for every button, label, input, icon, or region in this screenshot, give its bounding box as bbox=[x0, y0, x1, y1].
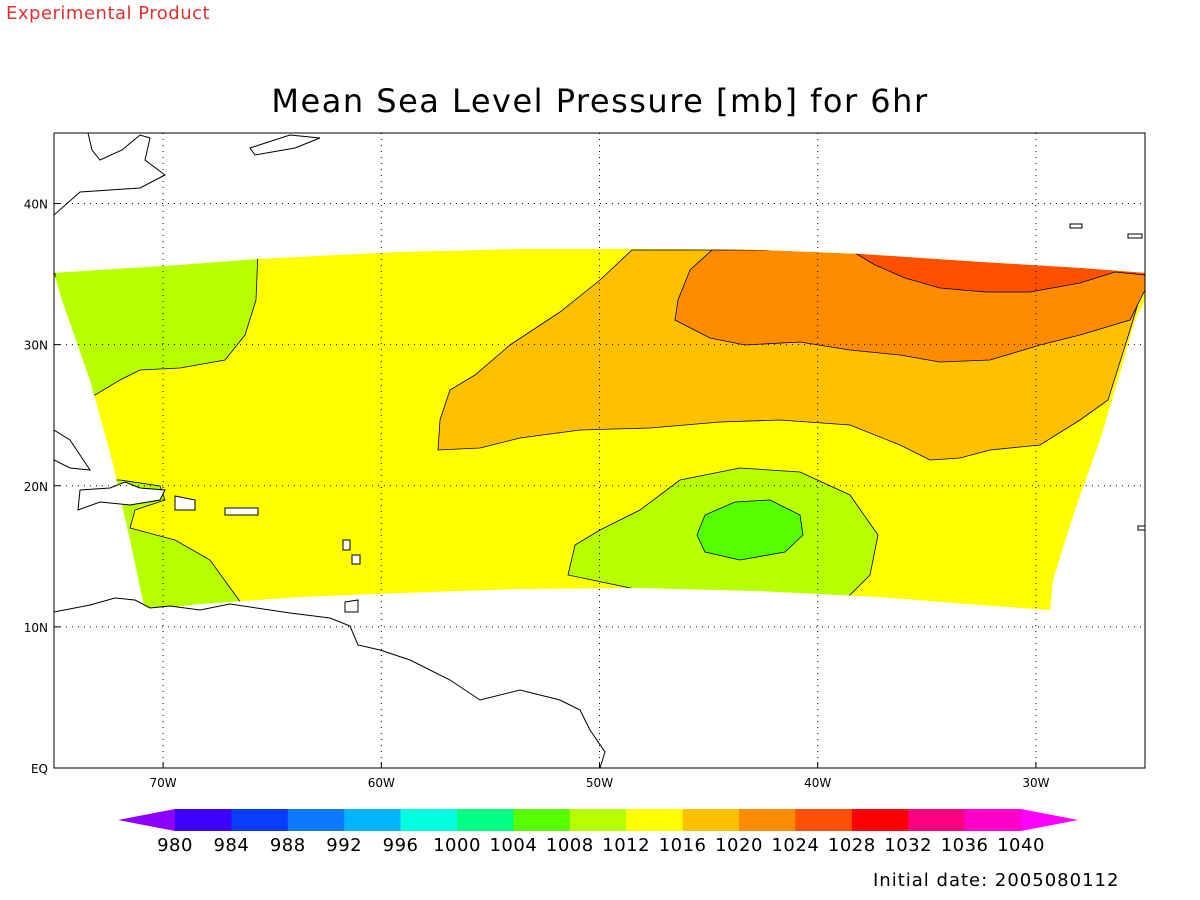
latitude-label: 40N bbox=[24, 198, 48, 212]
small-east-island bbox=[1137, 525, 1145, 531]
colorbar-label: 1016 bbox=[659, 835, 707, 856]
longitude-label: 60W bbox=[368, 776, 395, 790]
colorbar-label: 1020 bbox=[715, 835, 763, 856]
colorbar-label: 984 bbox=[213, 835, 249, 856]
colorbar-label: 1000 bbox=[433, 835, 481, 856]
canada-coast bbox=[249, 134, 321, 156]
colorbar-segment bbox=[513, 809, 571, 831]
colorbar-segment bbox=[739, 809, 796, 831]
azores-1 bbox=[1069, 223, 1083, 229]
colorbar-segment bbox=[400, 809, 458, 831]
colorbar-label: 1008 bbox=[546, 835, 594, 856]
experimental-product-label: Experimental Product bbox=[6, 3, 211, 24]
cuba-west bbox=[54, 429, 92, 471]
latitude-label: 20N bbox=[24, 480, 48, 494]
colorbar-segment bbox=[964, 809, 1022, 831]
colorbar-segment bbox=[908, 809, 966, 831]
colorbar-label: 1024 bbox=[771, 835, 819, 856]
puerto-rico bbox=[224, 507, 259, 516]
colorbar-segment bbox=[457, 809, 514, 831]
colorbar-segment bbox=[851, 809, 909, 831]
longitude-label: 40W bbox=[804, 776, 831, 790]
colorbar-label: 1012 bbox=[602, 835, 650, 856]
colorbar-segment bbox=[344, 809, 402, 831]
coastlines bbox=[54, 133, 1145, 768]
small-island-1 bbox=[342, 539, 351, 551]
latitude-label: 30N bbox=[24, 339, 48, 353]
colorbar-segment bbox=[231, 809, 289, 831]
colorbar-label: 1040 bbox=[997, 835, 1045, 856]
field-1004-1008-core bbox=[696, 499, 804, 561]
initial-date-label: Initial date: 2005080112 bbox=[873, 870, 1120, 891]
longitude-label: 70W bbox=[150, 776, 177, 790]
latitude-label: EQ bbox=[31, 762, 48, 776]
colorbar-segment bbox=[175, 809, 232, 831]
latitude-label: 10N bbox=[24, 621, 48, 635]
greater-antilles bbox=[77, 481, 166, 511]
pressure-field bbox=[54, 249, 1145, 610]
colorbar-label: 1036 bbox=[941, 835, 989, 856]
map-title: Mean Sea Level Pressure [mb] for 6hr bbox=[271, 82, 929, 120]
colorbar-segment bbox=[682, 809, 740, 831]
trinidad bbox=[344, 599, 359, 613]
colorbar-low-triangle bbox=[118, 809, 175, 831]
longitude-labels: 70W 60W 50W 40W 30W bbox=[150, 762, 1050, 790]
longitude-label: 30W bbox=[1022, 776, 1049, 790]
latitude-labels: EQ 10N 20N 30N 40N bbox=[24, 198, 60, 776]
colorbar-label: 1032 bbox=[884, 835, 932, 856]
longitude-label: 50W bbox=[586, 776, 613, 790]
colorbar-segment bbox=[795, 809, 853, 831]
colorbar-high-triangle bbox=[1021, 809, 1078, 831]
azores-2 bbox=[1127, 233, 1143, 239]
colorbar-label: 980 bbox=[157, 835, 193, 856]
colorbar-label: 988 bbox=[270, 835, 306, 856]
colorbar-segment bbox=[287, 809, 345, 831]
colorbar-label: 1028 bbox=[828, 835, 876, 856]
south-america-coast bbox=[54, 597, 606, 768]
colorbar: 980 984 988 992 996 1000 1004 1008 1012 1016 1020 1… bbox=[118, 809, 1078, 856]
hispaniola bbox=[174, 495, 196, 511]
colorbar-label: 992 bbox=[326, 835, 362, 856]
small-island-2 bbox=[351, 554, 361, 565]
colorbar-segment bbox=[626, 809, 684, 831]
colorbar-segment bbox=[569, 809, 627, 831]
colorbar-label: 996 bbox=[383, 835, 419, 856]
colorbar-label: 1004 bbox=[489, 835, 537, 856]
north-america-coast bbox=[54, 133, 166, 216]
